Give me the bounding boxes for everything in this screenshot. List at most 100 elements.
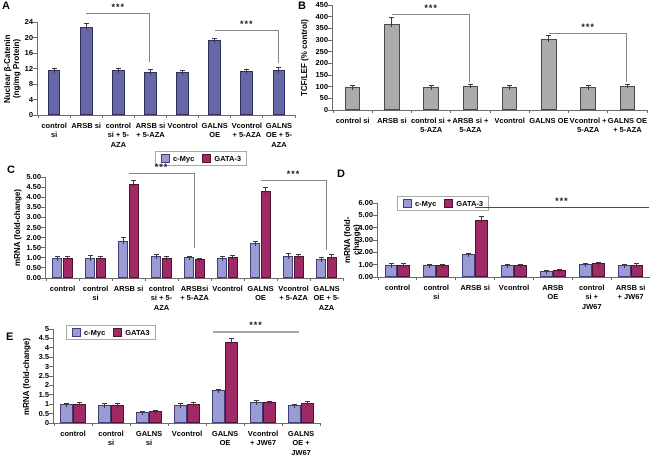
x-tick-mark xyxy=(607,110,609,113)
error-bar-stem xyxy=(155,254,157,259)
bar xyxy=(423,86,439,110)
y-tick-label: 1.00 xyxy=(26,252,41,262)
x-tick-mark xyxy=(494,277,496,280)
bar xyxy=(240,71,254,115)
error-bar-stem xyxy=(256,400,258,406)
error-bar-cap xyxy=(152,410,158,412)
y-tick-mark xyxy=(33,37,38,38)
y-tick-label: 8 xyxy=(28,79,33,88)
error-bar-cap xyxy=(466,252,472,254)
error-bar-cap xyxy=(147,69,153,71)
y-tick-mark xyxy=(33,83,38,85)
y-tick-label: 100 xyxy=(315,81,328,91)
bar xyxy=(344,86,361,110)
x-category-label: ARSB si + 5-AZA xyxy=(135,121,166,140)
error-bar-cap xyxy=(582,262,588,264)
y-tick-mark xyxy=(373,264,378,266)
legend-swatch-cmyc xyxy=(72,328,81,337)
legend-swatch-cmyc xyxy=(161,154,170,163)
x-tick-mark xyxy=(571,277,573,280)
error-bar-stem xyxy=(391,17,393,27)
y-tick-label: 0.00 xyxy=(358,272,373,281)
error-bar-stem xyxy=(287,253,289,259)
bar xyxy=(272,69,286,115)
panel-d: D mRNA (fold-change) c-Myc GATA-3 0.00 1.0… xyxy=(335,150,650,315)
error-bar-stem xyxy=(192,402,194,408)
x-category-label: control xyxy=(49,284,76,293)
x-category-label: control si xyxy=(423,283,449,302)
x-category-label: ARSB si xyxy=(377,116,407,125)
error-bar-cap xyxy=(98,255,104,257)
error-bar-cap xyxy=(219,256,225,258)
x-tick-mark xyxy=(243,278,245,281)
error-bar-cap xyxy=(505,263,511,265)
error-bar-cap xyxy=(197,257,203,259)
error-bar-cap xyxy=(276,66,282,68)
error-bar-cap xyxy=(83,23,89,25)
x-tick-mark xyxy=(205,423,207,426)
y-tick-mark xyxy=(49,337,54,339)
error-bar-stem xyxy=(331,254,333,260)
error-bar-stem xyxy=(89,255,91,261)
bar xyxy=(260,191,272,278)
error-bar-cap xyxy=(556,269,562,271)
x-category-label: control si + 5- AZA xyxy=(148,284,175,312)
x-category-label: ARSB si xyxy=(71,121,101,130)
x-category-label: Vcontrol xyxy=(494,116,525,125)
x-category-label: Vcontrol + JW67 xyxy=(247,429,279,448)
y-tick-label: 4.5 xyxy=(38,333,49,343)
error-bar-stem xyxy=(53,68,55,74)
y-tick-label: 300 xyxy=(315,35,328,44)
y-tick-label: 450 xyxy=(315,0,328,9)
x-category-label: Vcontrol + 5-AZA xyxy=(278,284,309,303)
y-tick-mark xyxy=(49,366,54,368)
y-tick-mark xyxy=(328,74,333,76)
error-bar-stem xyxy=(182,70,184,75)
error-bar-cap xyxy=(304,400,310,402)
y-tick-label: 3.00 xyxy=(358,235,373,244)
error-bar-stem xyxy=(584,263,586,268)
bar xyxy=(208,39,222,115)
error-bar-stem xyxy=(352,85,354,90)
x-tick-mark xyxy=(243,423,245,426)
error-bar-stem xyxy=(214,38,216,43)
y-tick-mark xyxy=(328,62,333,64)
error-bar-cap xyxy=(102,402,108,404)
y-tick-label: 3 xyxy=(44,361,49,371)
bar xyxy=(216,257,228,278)
y-tick-mark xyxy=(373,239,378,241)
y-tick-mark xyxy=(41,257,46,259)
y-tick-label: 150 xyxy=(315,70,328,79)
y-tick-label: 6.00 xyxy=(358,198,373,207)
y-tick-label: 2.00 xyxy=(26,232,41,242)
bar xyxy=(282,255,294,278)
significance-drop xyxy=(325,180,327,250)
x-category-label: control xyxy=(384,283,411,292)
y-tick-label: 4.00 xyxy=(26,192,41,202)
error-bar-stem xyxy=(597,262,599,267)
y-tick-label: 3.50 xyxy=(26,202,41,212)
x-tick-mark xyxy=(319,423,321,426)
y-tick-mark xyxy=(41,227,46,228)
legend-item: GATA-3 xyxy=(444,199,483,208)
y-tick-mark xyxy=(328,39,333,41)
significance-drop xyxy=(193,172,195,248)
error-bar-stem xyxy=(67,256,69,261)
x-category-label: Vcontrol xyxy=(498,283,530,292)
error-bar-cap xyxy=(254,400,260,402)
significance-line xyxy=(391,13,471,15)
y-tick-mark xyxy=(41,247,46,249)
x-tick-mark xyxy=(416,277,418,280)
error-bar-stem xyxy=(469,84,471,89)
bar xyxy=(293,255,305,278)
error-bar-stem xyxy=(294,404,296,409)
error-bar-cap xyxy=(190,402,196,404)
y-tick-label: 1.00 xyxy=(358,259,373,269)
bar xyxy=(47,70,61,115)
error-bar-cap xyxy=(76,402,82,404)
error-bar-stem xyxy=(636,263,638,268)
error-bar-cap xyxy=(186,255,192,257)
bar xyxy=(128,184,140,278)
error-bar-cap xyxy=(285,253,291,255)
error-bar-stem xyxy=(390,263,392,268)
